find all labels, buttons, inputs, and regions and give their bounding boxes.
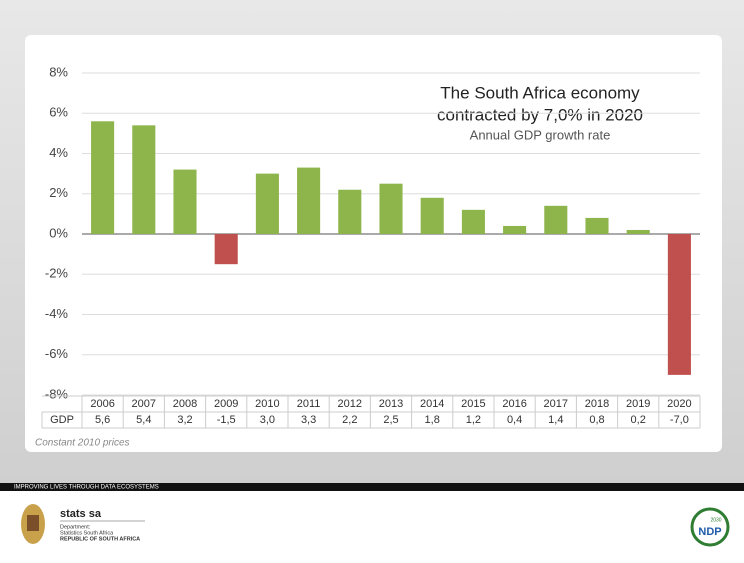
value-label: 0,2 — [631, 414, 646, 426]
department: Department: — [60, 524, 91, 530]
ndp-logo: NDP 2030 — [690, 507, 730, 547]
x-tick-label: 2016 — [502, 398, 526, 410]
y-tick-label: 8% — [49, 64, 68, 79]
value-label: 1,8 — [425, 414, 440, 426]
x-tick-label: 2012 — [338, 398, 362, 410]
ndp-year: 2030 — [710, 517, 721, 523]
x-tick-label: 2007 — [132, 398, 156, 410]
note: Constant 2010 prices — [35, 438, 130, 449]
bar — [173, 169, 197, 234]
chart-title: contracted by 7,0% in 2020 — [437, 105, 643, 124]
value-label: 0,4 — [507, 414, 522, 426]
bar — [585, 217, 609, 234]
bar — [297, 167, 321, 234]
bar — [544, 205, 568, 234]
y-tick-label: 0% — [49, 225, 68, 240]
value-label: 3,2 — [177, 414, 192, 426]
bar — [214, 234, 238, 265]
brand: stats sa — [60, 508, 102, 520]
value-label: 1,2 — [466, 414, 481, 426]
bar — [503, 225, 527, 234]
x-tick-label: 2011 — [297, 398, 321, 410]
ndp-text: NDP — [698, 526, 721, 538]
value-label: 0,8 — [589, 414, 604, 426]
organisation: Statistics South Africa — [60, 530, 114, 536]
chart-card — [25, 35, 722, 452]
bar — [132, 125, 156, 234]
bar — [420, 197, 444, 234]
x-tick-label: 2009 — [214, 398, 238, 410]
x-tick-label: 2018 — [585, 398, 609, 410]
value-label: 1,4 — [548, 414, 563, 426]
y-tick-label: -4% — [45, 306, 69, 321]
x-tick-label: 2020 — [667, 398, 691, 410]
x-tick-label: 2010 — [255, 398, 279, 410]
bar — [91, 121, 115, 234]
x-tick-label: 2014 — [420, 398, 444, 410]
value-label: 3,0 — [260, 414, 275, 426]
chart-subtitle: Annual GDP growth rate — [470, 127, 611, 142]
y-tick-label: 2% — [49, 185, 68, 200]
x-tick-label: 2015 — [461, 398, 485, 410]
y-tick-label: -8% — [45, 386, 69, 401]
value-label: 2,2 — [342, 414, 357, 426]
bar — [255, 173, 279, 234]
value-label: 5,4 — [136, 414, 151, 426]
bar — [461, 209, 485, 234]
value-label: 5,6 — [95, 414, 110, 426]
country: REPUBLIC OF SOUTH AFRICA — [60, 536, 140, 542]
chart-title: The South Africa economy — [440, 83, 640, 102]
bar — [379, 183, 403, 234]
x-tick-label: 2013 — [379, 398, 403, 410]
tagline: IMPROVING LIVES THROUGH DATA ECOSYSTEMS — [14, 485, 159, 491]
y-tick-label: 6% — [49, 105, 68, 120]
y-tick-label: 4% — [49, 145, 68, 160]
x-tick-label: 2017 — [544, 398, 568, 410]
row-label: GDP — [50, 414, 74, 426]
x-tick-label: 2006 — [90, 398, 114, 410]
value-label: 3,3 — [301, 414, 316, 426]
value-label: 2,5 — [383, 414, 398, 426]
y-tick-label: -6% — [45, 346, 69, 361]
value-label: -7,0 — [670, 414, 689, 426]
x-tick-label: 2008 — [173, 398, 197, 410]
y-tick-label: -2% — [45, 266, 69, 281]
footer-bar — [0, 483, 744, 491]
bar — [667, 234, 691, 375]
value-label: -1,5 — [217, 414, 236, 426]
bar — [338, 189, 362, 234]
x-tick-label: 2019 — [626, 398, 650, 410]
coat-of-arms — [21, 504, 45, 544]
bar — [626, 229, 650, 234]
